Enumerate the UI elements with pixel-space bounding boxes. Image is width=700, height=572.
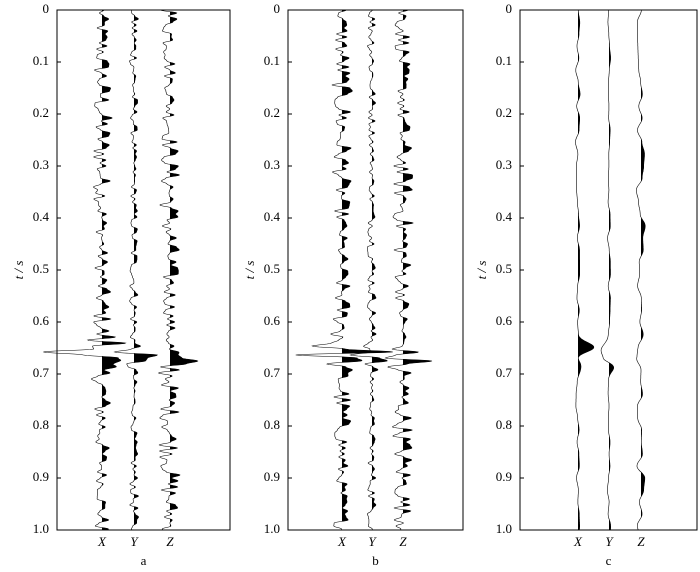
y-tick-label: 1.0 xyxy=(496,521,512,536)
y-tick-label: 0.1 xyxy=(33,53,49,68)
trace xyxy=(113,10,158,531)
trace-fill xyxy=(403,10,432,530)
y-tick-label: 0.2 xyxy=(496,105,512,120)
trace xyxy=(635,9,646,531)
y-tick-label: 0.9 xyxy=(264,469,280,484)
trace-fill xyxy=(170,10,198,530)
y-tick-label: 0 xyxy=(506,1,513,16)
trace xyxy=(575,10,595,530)
y-tick-label: 0.6 xyxy=(33,313,50,328)
trace-label: X xyxy=(573,534,583,549)
y-tick-label: 0.7 xyxy=(33,365,50,380)
trace xyxy=(157,9,199,531)
y-axis-label: t / s xyxy=(242,261,257,280)
y-tick-label: 0.3 xyxy=(496,157,512,172)
y-tick-label: 1.0 xyxy=(33,521,49,536)
y-tick-label: 0.6 xyxy=(264,313,281,328)
plot-frame xyxy=(287,9,464,531)
trace-label: Z xyxy=(637,534,645,549)
y-tick-label: 0.2 xyxy=(33,105,49,120)
trace-fill xyxy=(372,10,388,530)
y-tick-label: 0.7 xyxy=(264,365,281,380)
y-tick-label: 0.5 xyxy=(264,261,280,276)
y-tick-label: 0.3 xyxy=(33,157,49,172)
y-tick-label: 0.8 xyxy=(264,417,280,432)
plot-frame xyxy=(56,9,231,531)
y-axis-label: t / s xyxy=(11,261,26,280)
y-tick-label: 0.2 xyxy=(264,105,280,120)
y-tick-label: 0 xyxy=(274,1,281,16)
y-tick-label: 0.5 xyxy=(496,261,512,276)
y-tick-label: 0.9 xyxy=(33,469,49,484)
y-tick-label: 0.4 xyxy=(264,209,281,224)
trace-label: Z xyxy=(399,534,407,549)
trace-fill xyxy=(609,10,614,530)
trace-fill xyxy=(134,10,158,530)
panel-label: c xyxy=(606,553,612,568)
trace-label: Y xyxy=(368,534,377,549)
trace xyxy=(600,10,614,530)
y-tick-label: 0.4 xyxy=(496,209,513,224)
y-tick-label: 0.6 xyxy=(496,313,513,328)
trace xyxy=(384,9,433,531)
y-tick-label: 0.5 xyxy=(33,261,49,276)
y-tick-label: 0.3 xyxy=(264,157,280,172)
trace xyxy=(295,9,393,530)
trace-label: Y xyxy=(605,534,614,549)
trace-label: Y xyxy=(130,534,139,549)
y-tick-label: 0.8 xyxy=(496,417,512,432)
trace-label: X xyxy=(337,534,347,549)
y-tick-label: 0.9 xyxy=(496,469,512,484)
trace-fill xyxy=(102,10,126,530)
y-tick-label: 0.4 xyxy=(33,209,50,224)
y-tick-label: 0.7 xyxy=(496,365,513,380)
trace xyxy=(349,9,388,531)
y-axis-label: t / s xyxy=(474,261,489,280)
trace-label: Z xyxy=(166,534,174,549)
y-tick-label: 0 xyxy=(43,1,50,16)
panel-label: b xyxy=(372,553,379,568)
trace-label: X xyxy=(97,534,107,549)
y-tick-label: 0.1 xyxy=(496,53,512,68)
panel-label: a xyxy=(141,553,147,568)
trace xyxy=(43,9,127,531)
y-tick-label: 1.0 xyxy=(264,521,280,536)
y-tick-label: 0.8 xyxy=(33,417,49,432)
trace-fill xyxy=(578,10,594,530)
y-tick-label: 0.1 xyxy=(264,53,280,68)
